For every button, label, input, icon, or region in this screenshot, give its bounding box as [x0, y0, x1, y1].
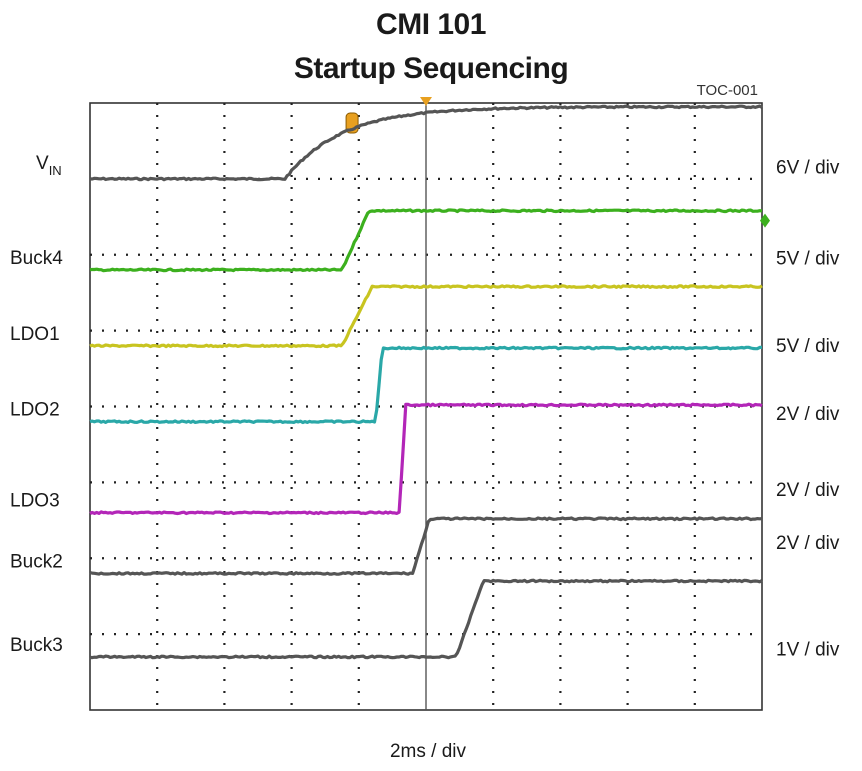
- trace-ldo3: [89, 402, 763, 516]
- scope-grid: [89, 97, 770, 711]
- channel-label: Buck2: [10, 551, 63, 572]
- trace-buck2: [89, 516, 763, 576]
- channel-label: Buck3: [10, 635, 63, 656]
- scale-label: 6V / div: [776, 157, 840, 178]
- channel-label: VIN: [36, 153, 62, 178]
- scope-traces: [89, 104, 763, 660]
- scale-label: 5V / div: [776, 336, 840, 357]
- channel-offset-marker-icon: [760, 213, 770, 228]
- scale-label: 2V / div: [776, 533, 840, 554]
- trace-ldo2: [89, 345, 763, 425]
- trigger-marker-icon: [420, 97, 432, 106]
- channel-label: LDO2: [10, 400, 60, 421]
- scale-label: 5V / div: [776, 249, 840, 270]
- scale-label: 1V / div: [776, 639, 840, 660]
- chart-subtitle: Startup Sequencing: [293, 52, 569, 85]
- channel-label: Buck4: [10, 248, 63, 269]
- trace-buck4: [89, 208, 763, 273]
- trace-v: [89, 104, 763, 182]
- trace-ldo1: [89, 284, 763, 349]
- channel-label: LDO3: [10, 491, 60, 512]
- trace-buck3: [89, 578, 763, 660]
- figure-tag: TOC-001: [697, 82, 758, 99]
- scale-label: 2V / div: [776, 404, 840, 425]
- scale-label: 2V / div: [776, 480, 840, 501]
- chart-title: CMI 101: [376, 8, 486, 41]
- scope-labels: VIN Buck4 LDO1 LDO2 LDO3 Buck2 Buck3 6V / div 5V…: [10, 82, 840, 762]
- x-axis-label: 2ms / div: [390, 741, 467, 762]
- channel-label: LDO1: [10, 324, 60, 345]
